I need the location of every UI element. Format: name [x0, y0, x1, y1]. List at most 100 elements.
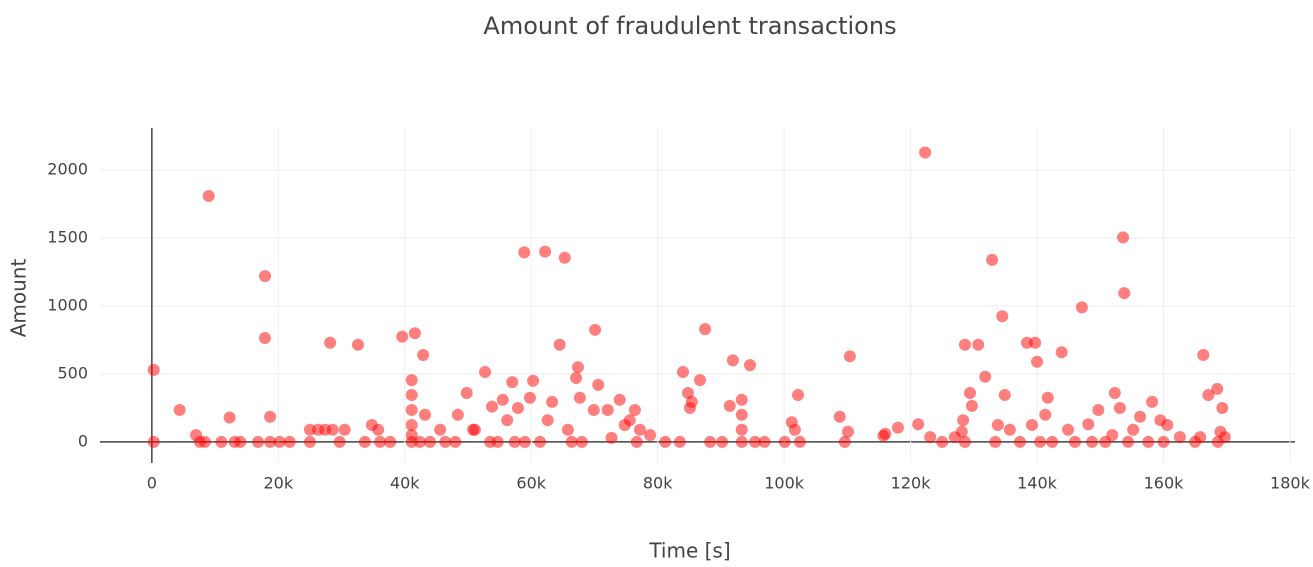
point — [1086, 435, 1099, 448]
point — [735, 423, 748, 436]
point — [491, 435, 504, 448]
y-tick-label: 1500 — [47, 228, 88, 247]
point — [996, 310, 1009, 323]
point — [788, 423, 801, 436]
point — [1127, 423, 1140, 436]
point — [1202, 389, 1215, 402]
point — [1122, 435, 1135, 448]
point — [986, 253, 999, 266]
point — [417, 348, 430, 361]
point — [572, 361, 584, 374]
point — [587, 403, 600, 416]
point — [523, 391, 536, 404]
point — [486, 400, 499, 413]
point — [1197, 348, 1210, 361]
point — [1194, 431, 1207, 444]
point — [333, 435, 346, 448]
point — [573, 391, 586, 404]
point — [460, 387, 473, 400]
point — [449, 435, 462, 448]
point — [223, 411, 236, 424]
point — [539, 245, 552, 258]
point — [965, 399, 978, 412]
point — [396, 330, 409, 343]
point — [351, 338, 364, 351]
point — [324, 336, 337, 349]
point — [989, 435, 1002, 448]
point — [673, 435, 686, 448]
point — [726, 354, 739, 367]
point — [841, 425, 854, 438]
point — [508, 435, 521, 448]
point — [704, 435, 717, 448]
x-tick-label: 60k — [516, 474, 546, 493]
point — [1034, 435, 1047, 448]
point — [912, 418, 925, 431]
x-tick-label: 140k — [1017, 474, 1058, 493]
point — [518, 435, 531, 448]
point — [1031, 355, 1044, 368]
point — [758, 435, 771, 448]
point — [358, 435, 371, 448]
point — [1055, 346, 1068, 359]
point — [1092, 403, 1105, 416]
point — [1020, 336, 1033, 349]
point — [338, 423, 351, 436]
point — [506, 376, 519, 389]
point — [413, 435, 426, 448]
x-tick-label: 20k — [263, 474, 293, 493]
point — [979, 370, 992, 383]
point — [405, 418, 418, 431]
point — [565, 435, 578, 448]
point — [518, 246, 531, 259]
point — [558, 251, 571, 264]
point — [1082, 418, 1095, 431]
point — [479, 365, 492, 378]
point — [405, 374, 418, 387]
x-axis-title: Time [s] — [648, 539, 730, 563]
point — [1068, 435, 1081, 448]
point — [384, 435, 397, 448]
point — [147, 363, 160, 376]
point — [553, 338, 566, 351]
point — [1142, 435, 1155, 448]
point — [958, 435, 971, 448]
point — [527, 374, 540, 387]
point — [372, 423, 385, 436]
point — [1157, 435, 1170, 448]
point — [955, 425, 968, 438]
point — [838, 435, 851, 448]
point — [1013, 435, 1026, 448]
point — [991, 418, 1004, 431]
point — [659, 435, 672, 448]
x-tick-label: 180k — [1270, 474, 1311, 493]
point — [891, 421, 904, 434]
point — [496, 393, 509, 406]
point — [735, 408, 748, 421]
point — [1029, 336, 1042, 349]
point — [273, 435, 286, 448]
point — [252, 435, 265, 448]
point — [561, 423, 574, 436]
point — [592, 378, 605, 391]
point — [303, 423, 316, 436]
y-tick-label: 1000 — [47, 296, 88, 315]
point — [628, 403, 641, 416]
point — [601, 403, 614, 416]
point — [749, 435, 762, 448]
point — [936, 435, 949, 448]
point — [1039, 408, 1052, 421]
point — [1161, 418, 1174, 431]
point — [957, 414, 970, 427]
point — [623, 414, 636, 427]
point — [1062, 423, 1075, 436]
point — [468, 423, 481, 436]
x-tick-label: 160k — [1144, 474, 1185, 493]
point — [1117, 231, 1130, 244]
point — [1146, 395, 1159, 408]
point — [1106, 429, 1119, 442]
point — [964, 387, 977, 400]
point — [418, 408, 431, 421]
point — [198, 435, 211, 448]
point — [408, 327, 421, 340]
